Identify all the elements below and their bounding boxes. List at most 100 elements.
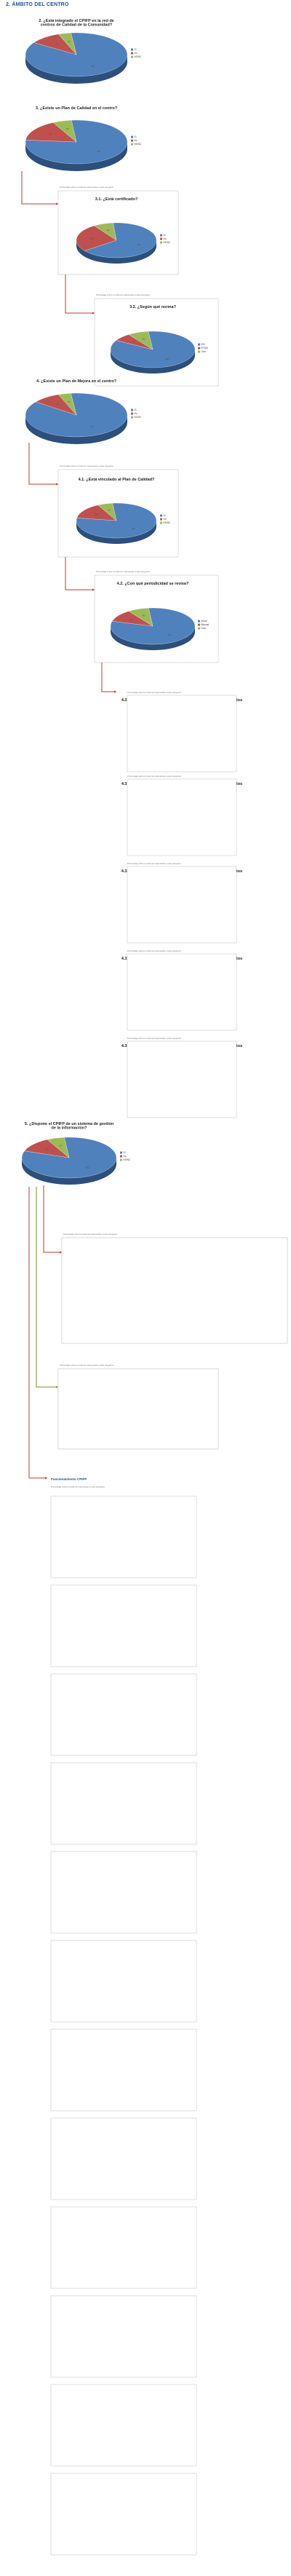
pie-slice-1 [84, 222, 157, 258]
pie-data-label: 4% [68, 400, 71, 403]
legend-label: NS/NC [164, 241, 172, 244]
chart-frame [50, 1762, 197, 1845]
connector-line [65, 274, 95, 314]
chart-title: 2. ¿Está integrado el CPIFP en la red de [39, 19, 114, 23]
pie-slice-3 [94, 222, 117, 241]
chart-note: Porcentaje sobre el total de respuestas … [51, 1485, 105, 1488]
connector-line [101, 663, 116, 692]
chart-title: 3.2. ¿Según qué norma? [129, 305, 177, 309]
legend-swatch [131, 135, 133, 138]
legend-label: NS/NC [124, 1158, 132, 1161]
legend-swatch [160, 241, 162, 244]
pie-data-label: 82% [85, 1166, 89, 1169]
chart-title: centros de Calidad de la Comunidad? [41, 23, 113, 28]
chart-frame [50, 2117, 197, 2200]
pie-data-label: 87% [90, 425, 95, 428]
legend-swatch [160, 521, 162, 524]
legend-swatch [131, 412, 133, 415]
chart-frame [127, 778, 237, 856]
chart-note: Porcentaje sobre el total de respuestas … [96, 570, 150, 573]
legend-label: NS/NC [164, 521, 172, 524]
legend-label: No [164, 518, 167, 521]
connector-line [36, 1187, 58, 1388]
legend-label: No [135, 139, 137, 142]
connector-arrow [56, 483, 58, 486]
chart-frame [127, 953, 237, 1031]
pie-slice-3 [58, 393, 77, 416]
legend-label: Sí [135, 135, 137, 138]
pie-data-label: 6% [108, 509, 111, 512]
chart-title: 4.2. ¿Con qué periodicidad se revisa? [117, 582, 189, 586]
pie-slice-3 [47, 1137, 70, 1158]
chart-note: Porcentaje sobre el total de respuestas … [96, 293, 150, 296]
connector-arrow [114, 690, 116, 693]
connector-line [21, 171, 58, 205]
legend-swatch [160, 234, 162, 237]
chart-frame [50, 1851, 197, 1934]
connector-line [28, 1187, 47, 1479]
pie-slice-3 [128, 331, 154, 350]
chart-note: Porcentaje sobre el total de respuestas … [63, 1233, 117, 1236]
pie-chart-6: 4.1. ¿Está vinculado al Plan de Calidad?… [76, 478, 171, 544]
pie-data-label: 6% [66, 127, 69, 130]
legend-swatch [198, 347, 200, 349]
legend-swatch [160, 518, 162, 521]
chart-frame [50, 2473, 197, 2556]
pie-data-label: 11% [129, 618, 134, 621]
connector-line [28, 443, 58, 485]
legend-label: NS/NC [135, 143, 143, 146]
legend-label: EFQM [202, 347, 209, 349]
chart-frame [50, 1673, 197, 1756]
pie-data-label: 79% [132, 527, 136, 530]
legend-label: NS/NC [135, 55, 143, 58]
chart-note: Porcentaje sobre el total de respuestas … [127, 691, 181, 694]
pie-slice-3 [128, 607, 154, 627]
section-label: Funcionamiento CPIFP [51, 1477, 87, 1481]
connector-arrow [60, 1251, 62, 1254]
chart-frame [57, 1368, 219, 1450]
chart-frame [50, 2206, 197, 2289]
pie-slice-3 [58, 33, 77, 55]
chart-title: de la información? [52, 1126, 88, 1131]
chart-note: Porcentaje sobre el total de respuestas … [127, 775, 181, 778]
chart-frame [127, 695, 237, 773]
pie-data-label: 12% [45, 1148, 49, 1151]
pie-data-label: 81% [168, 633, 172, 636]
pie-data-label: 6% [60, 1144, 63, 1147]
pie-data-label: 7% [132, 341, 135, 344]
legend-swatch [131, 143, 133, 146]
pie-data-label: 8% [143, 337, 146, 340]
pie-slice-2 [76, 225, 117, 251]
pie-data-label: 15% [95, 513, 99, 515]
legend-label: Sí [164, 234, 166, 237]
connector-line [43, 1185, 62, 1253]
legend-swatch [198, 620, 200, 623]
chart-frame [50, 2295, 197, 2378]
legend-label: Otra [202, 350, 206, 353]
pie-chart-5: 4. ¿Existe un Plan de Mejora en el centr… [25, 379, 142, 444]
connector-line [65, 557, 95, 590]
connector-arrow [92, 588, 95, 591]
legend-swatch [131, 408, 133, 411]
chart-frame [50, 2028, 197, 2111]
connector-arrow [92, 312, 95, 315]
chart-frame [127, 1040, 237, 1118]
chart-frame [61, 1237, 288, 1344]
chart-note: Porcentaje sobre el total de respuestas … [127, 949, 181, 952]
pie-chart-1: 2. ¿Está integrado el CPIFP en la red de… [25, 19, 142, 84]
connector-arrow [56, 1386, 58, 1388]
pie-data-label: 78% [97, 150, 101, 153]
chart-title: 4. ¿Existe un Plan de Mejora en el centr… [36, 379, 117, 384]
chart-frame [127, 866, 237, 944]
pie-data-label: 10% [55, 42, 59, 45]
legend-label: Sí [135, 408, 137, 411]
legend-label: No [135, 412, 137, 415]
legend-swatch [120, 1155, 122, 1158]
legend-swatch [160, 514, 162, 517]
legend-label: Sí [124, 1151, 126, 1154]
pie-chart-2: 3. ¿Existe un Plan de Calidad en el cent… [25, 106, 142, 171]
page-title: 2. ÁMBITO DEL CENTRO [6, 2, 69, 7]
legend-label: No [164, 237, 167, 240]
